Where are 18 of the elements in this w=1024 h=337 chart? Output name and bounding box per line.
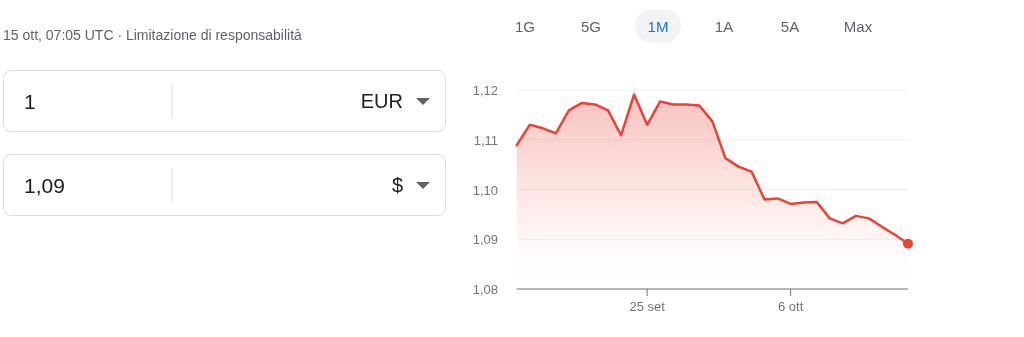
y-tick-label: 1,12: [472, 83, 498, 98]
text: 1: [24, 90, 36, 113]
text: $: [391, 174, 403, 196]
y-tick-label: 1,08: [472, 282, 498, 297]
text: 1A: [714, 18, 734, 35]
text: 1G: [514, 18, 536, 35]
text: 5A: [780, 18, 800, 35]
text: Max: [843, 18, 873, 35]
y-tick-label: 1,09: [472, 232, 498, 248]
text: EUR: [360, 90, 403, 112]
text: 1,09: [24, 174, 65, 197]
text: 1M: [647, 18, 669, 35]
y-tick-label: 1,11: [473, 132, 498, 148]
text: 15 ott, 07:05 UTC · Limitazione di responsabilità: [3, 27, 303, 43]
text: 5G: [580, 18, 602, 35]
x-tick-label: 25 set: [629, 299, 666, 314]
x-tick-label: 6 ott: [777, 299, 804, 314]
y-tick-label: 1,10: [472, 182, 498, 198]
